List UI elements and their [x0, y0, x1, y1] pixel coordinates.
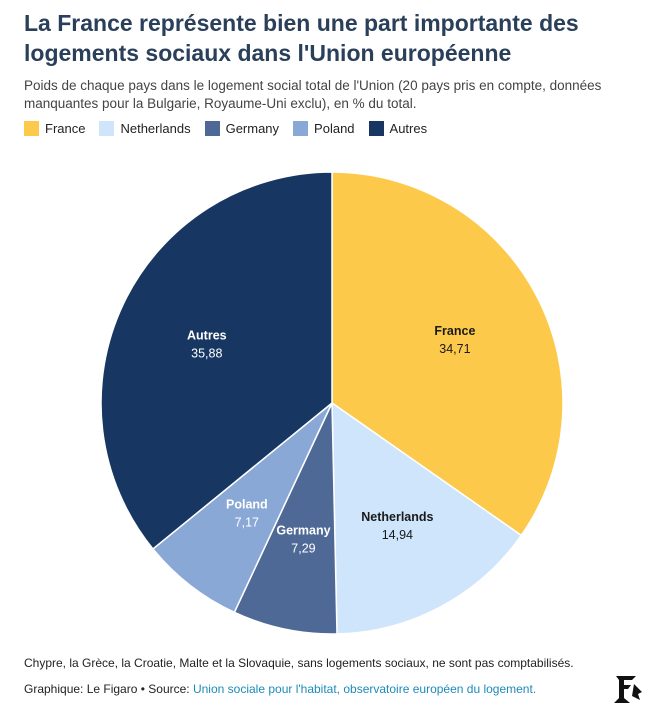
legend-label: Autres	[389, 121, 428, 136]
legend-swatch	[204, 121, 220, 136]
legend-item-germany: Germany	[204, 121, 280, 136]
slice-name-label: Poland	[226, 497, 268, 511]
pie-slice-poland[interactable]	[151, 402, 333, 614]
source-link[interactable]: Union sociale pour l'habitat, observatoi…	[192, 682, 537, 696]
legend-item-poland: Poland	[293, 121, 355, 136]
chart-subtitle: Poids de chaque pays dans le logement so…	[24, 78, 602, 111]
legend-swatch	[368, 121, 384, 136]
legend: France Netherlands Germany Poland Autres	[24, 121, 441, 136]
legend-item-france: France	[24, 121, 85, 136]
footnote: Chypre, la Grèce, la Croatie, Malte et l…	[24, 656, 574, 670]
pie-slice-autres[interactable]	[100, 171, 333, 550]
slice-value-label: 35,88	[191, 347, 222, 361]
chart-title: La France représente bien une part impor…	[24, 10, 579, 66]
slice-name-label: Germany	[276, 524, 330, 538]
slice-value-label: 7,17	[235, 515, 259, 529]
slice-value-label: 7,29	[291, 542, 315, 556]
slice-name-label: France	[434, 324, 475, 338]
legend-label: Germany	[225, 121, 280, 136]
legend-swatch	[293, 121, 309, 136]
legend-swatch	[24, 121, 39, 136]
legend-label: France	[45, 121, 86, 136]
pie-chart: France 34,71 Netherlands 14,94 Germany 7,29 Po…	[100, 171, 564, 635]
legend-swatch	[99, 121, 115, 136]
legend-item-autres: Autres	[368, 121, 428, 136]
slice-name-label: Netherlands	[361, 510, 433, 524]
pie-slice-germany[interactable]	[233, 402, 338, 635]
legend-item-netherlands: Netherlands	[99, 121, 191, 136]
legend-label: Poland	[314, 121, 355, 136]
pie-slice-netherlands[interactable]	[331, 401, 523, 635]
legend-label: Netherlands	[120, 121, 191, 136]
slice-value-label: 34,71	[439, 342, 470, 356]
credit-prefix: Graphique: Le Figaro • Source:	[24, 682, 193, 696]
pie-slice-france[interactable]	[331, 171, 564, 537]
le-figaro-logo-icon	[614, 676, 642, 703]
slice-name-label: Autres	[187, 329, 227, 343]
slice-value-label: 14,94	[382, 528, 413, 542]
credit-line: Graphique: Le Figaro • Source: Union soc…	[24, 682, 536, 696]
